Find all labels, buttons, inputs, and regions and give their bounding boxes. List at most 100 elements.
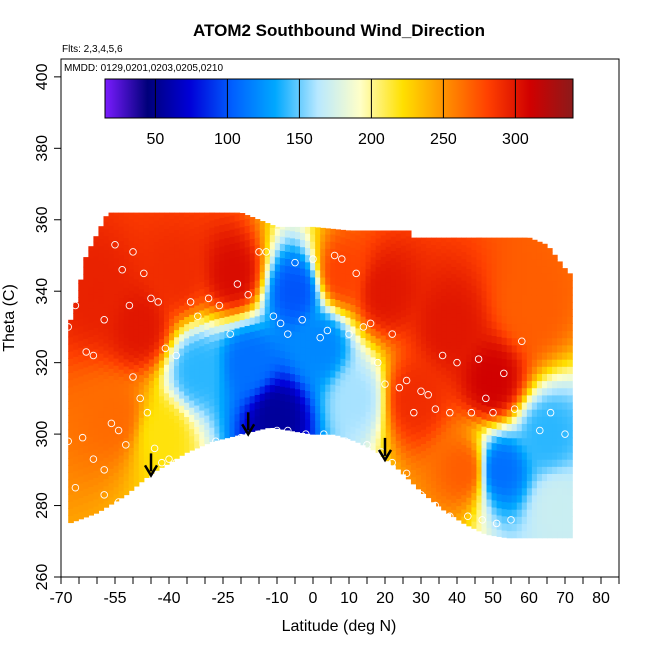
heat-cell xyxy=(269,277,276,286)
heat-cell xyxy=(179,412,185,421)
heat-cell xyxy=(446,355,452,364)
heat-cell xyxy=(194,440,200,449)
heat-cell xyxy=(103,292,110,301)
heat-cell xyxy=(254,237,261,245)
heat-cell xyxy=(284,258,291,267)
heat-cell xyxy=(325,262,331,271)
heat-cell xyxy=(274,328,281,336)
heat-cell xyxy=(516,409,523,417)
heat-cell xyxy=(481,426,488,434)
heat-cell xyxy=(385,289,392,297)
heat-cell xyxy=(163,457,170,465)
heat-cell xyxy=(526,487,533,496)
heat-cell xyxy=(567,523,573,532)
heat-cell xyxy=(335,249,341,258)
heat-cell xyxy=(355,356,362,365)
heat-cell xyxy=(441,259,447,268)
heat-cell xyxy=(531,459,538,467)
heat-cell xyxy=(163,349,170,358)
heat-cell xyxy=(184,216,190,225)
heat-cell xyxy=(234,413,241,422)
heat-cell xyxy=(300,396,306,405)
heat-cell xyxy=(360,380,367,389)
heat-cell xyxy=(204,357,210,366)
heat-cell xyxy=(264,241,271,250)
heat-cell xyxy=(511,251,518,260)
heat-cell xyxy=(163,399,170,408)
heat-cell xyxy=(128,383,135,391)
heat-cell xyxy=(526,280,533,289)
heat-cell xyxy=(234,356,241,365)
heat-cell xyxy=(83,466,89,475)
heat-cell xyxy=(239,426,246,435)
heat-cell xyxy=(466,268,472,277)
heat-cell xyxy=(194,412,200,420)
heat-cell xyxy=(541,480,548,489)
heat-cell xyxy=(118,333,125,342)
plot-frame xyxy=(60,58,620,578)
heat-cell xyxy=(521,409,528,417)
heat-cell xyxy=(148,366,155,374)
heat-cell xyxy=(310,426,316,435)
heat-cell xyxy=(153,377,160,386)
heat-cell xyxy=(562,366,568,374)
heat-cell xyxy=(153,327,160,336)
heat-cell xyxy=(511,394,518,403)
heat-cell xyxy=(471,306,478,315)
heat-cell xyxy=(153,455,160,464)
heat-cell xyxy=(234,363,241,372)
heat-cell xyxy=(466,297,472,305)
heat-cell xyxy=(380,292,387,300)
heat-cell xyxy=(400,373,407,382)
heat-cell xyxy=(516,423,523,432)
heat-cell xyxy=(143,391,150,400)
heat-cell xyxy=(486,256,493,264)
heat-cell xyxy=(158,217,165,225)
heat-cell xyxy=(385,267,392,276)
heat-cell xyxy=(108,446,115,455)
heat-cell xyxy=(300,253,306,262)
heat-cell xyxy=(204,286,210,295)
heat-cell xyxy=(567,309,573,317)
heat-cell xyxy=(481,368,488,377)
heat-cell xyxy=(289,344,296,353)
heat-cell xyxy=(531,316,538,324)
heat-cell xyxy=(405,335,412,344)
heat-cell xyxy=(395,440,402,449)
x-axis-label: Latitude (deg N) xyxy=(282,618,397,635)
heat-cell xyxy=(219,338,226,347)
heat-cell xyxy=(350,290,357,298)
heat-cell xyxy=(143,448,150,457)
heat-cell xyxy=(108,439,115,448)
heat-cell xyxy=(68,393,74,402)
heat-cell xyxy=(98,417,105,426)
heat-cell xyxy=(567,437,573,446)
heat-cell xyxy=(320,326,326,335)
x-tick-label: 20 xyxy=(376,590,394,607)
heat-cell xyxy=(552,451,558,460)
heat-cell xyxy=(562,373,568,382)
heat-cell xyxy=(163,342,170,351)
heat-cell xyxy=(557,444,563,453)
heat-cell xyxy=(88,500,94,509)
heat-cell xyxy=(557,451,563,460)
heat-cell xyxy=(138,303,145,311)
heat-cell xyxy=(279,279,286,287)
heat-cell xyxy=(289,266,296,275)
heat-cell xyxy=(355,435,362,443)
heat-cell xyxy=(375,373,382,382)
heat-cell xyxy=(531,466,538,474)
heat-cell xyxy=(562,359,568,367)
heat-cell xyxy=(476,423,483,432)
heat-cell xyxy=(158,252,165,261)
heat-cell xyxy=(521,501,528,510)
heat-cell xyxy=(541,409,548,417)
heat-cell xyxy=(536,244,543,253)
heat-cell xyxy=(380,320,387,329)
heat-cell xyxy=(486,448,493,457)
heat-cell xyxy=(219,395,226,404)
heat-cell xyxy=(395,397,402,406)
heat-cell xyxy=(345,245,352,254)
heat-cell xyxy=(410,476,417,485)
heat-cell xyxy=(461,458,467,467)
